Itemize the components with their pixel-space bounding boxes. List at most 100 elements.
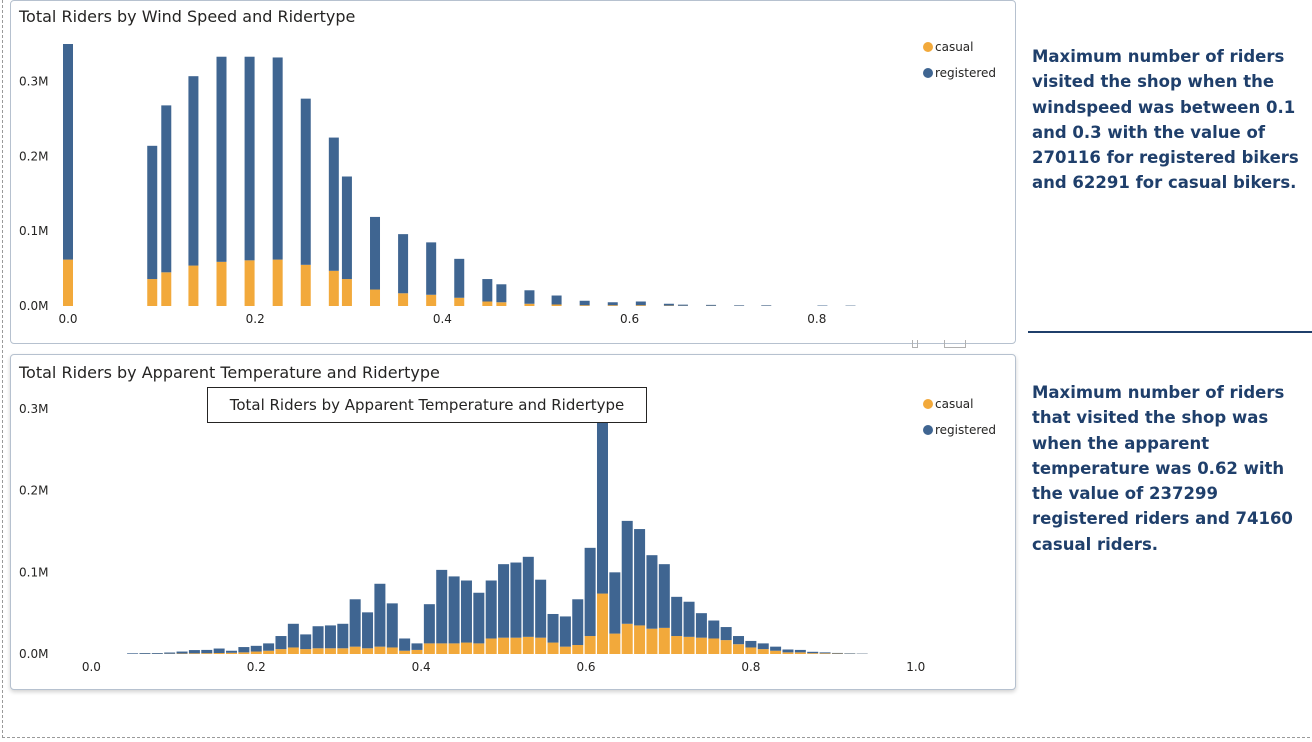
temperature-bar-registered[interactable]	[757, 643, 769, 650]
temperature-bar-registered[interactable]	[275, 636, 287, 650]
temperature-bar-casual[interactable]	[733, 644, 745, 654]
temperature-bar-casual[interactable]	[757, 649, 769, 654]
temperature-bar-casual[interactable]	[448, 643, 460, 654]
temperature-bar-casual[interactable]	[411, 649, 423, 654]
temperature-bar-registered[interactable]	[819, 652, 831, 654]
temperature-bar-registered[interactable]	[300, 634, 312, 650]
temperature-bar-registered[interactable]	[807, 651, 819, 654]
temperature-bar-casual[interactable]	[399, 650, 411, 654]
temperature-bar-registered[interactable]	[127, 653, 139, 654]
temperature-bar-registered[interactable]	[572, 599, 584, 646]
windspeed-bar-registered[interactable]	[579, 300, 590, 306]
temperature-bar-casual[interactable]	[596, 593, 608, 654]
temperature-legend-label-casual[interactable]: casual	[935, 397, 974, 411]
windspeed-bar-registered[interactable]	[482, 279, 493, 302]
temperature-bar-casual[interactable]	[423, 643, 435, 654]
temperature-bar-registered[interactable]	[584, 547, 596, 637]
temperature-bar-registered[interactable]	[151, 653, 163, 654]
temperature-bar-casual[interactable]	[188, 653, 200, 654]
temperature-bar-registered[interactable]	[362, 612, 374, 649]
temperature-bar-registered[interactable]	[263, 643, 275, 651]
windspeed-bar-registered[interactable]	[496, 284, 507, 303]
windspeed-bar-registered[interactable]	[244, 56, 255, 261]
temperature-bar-registered[interactable]	[683, 601, 695, 637]
temperature-bar-registered[interactable]	[658, 564, 670, 628]
temperature-bar-casual[interactable]	[213, 653, 225, 654]
temperature-bar-casual[interactable]	[312, 648, 324, 654]
windspeed-bar-casual[interactable]	[524, 303, 535, 306]
temperature-bar-casual[interactable]	[671, 636, 683, 654]
windspeed-bar-registered[interactable]	[734, 305, 745, 306]
temperature-bar-registered[interactable]	[226, 650, 238, 653]
temperature-bar-registered[interactable]	[337, 623, 349, 649]
temperature-bar-casual[interactable]	[658, 627, 670, 654]
temperature-bar-registered[interactable]	[250, 645, 262, 652]
temperature-bar-casual[interactable]	[547, 642, 559, 654]
windspeed-bar-casual[interactable]	[216, 261, 227, 306]
windspeed-legend-label-casual[interactable]: casual	[935, 40, 974, 54]
temperature-bar-casual[interactable]	[349, 646, 361, 654]
temperature-bar-casual[interactable]	[522, 636, 534, 654]
temperature-bar-registered[interactable]	[213, 648, 225, 654]
windspeed-bar-casual[interactable]	[188, 265, 199, 306]
temperature-bar-casual[interactable]	[473, 643, 485, 654]
temperature-bar-registered[interactable]	[498, 564, 510, 638]
windspeed-bar-registered[interactable]	[147, 145, 158, 280]
temperature-bar-casual[interactable]	[263, 650, 275, 654]
focus-mode-icon[interactable]	[944, 340, 966, 348]
temperature-bar-registered[interactable]	[733, 636, 745, 645]
windspeed-bar-registered[interactable]	[328, 137, 339, 271]
temperature-bar-casual[interactable]	[362, 648, 374, 654]
temperature-bar-casual[interactable]	[782, 652, 794, 654]
windspeed-bar-casual[interactable]	[300, 264, 311, 306]
temperature-legend-label-registered[interactable]: registered	[935, 423, 996, 437]
temperature-bar-casual[interactable]	[238, 652, 250, 654]
temperature-bar-casual[interactable]	[819, 653, 831, 654]
temperature-chart-visual[interactable]: Total Riders by Apparent Temperature and…	[10, 354, 1016, 690]
temperature-bar-casual[interactable]	[535, 637, 547, 654]
temperature-bar-registered[interactable]	[164, 652, 176, 654]
temperature-bar-casual[interactable]	[324, 648, 336, 654]
temperature-bar-casual[interactable]	[794, 652, 806, 654]
temperature-bar-casual[interactable]	[275, 649, 287, 654]
visual-header-icon[interactable]	[912, 340, 918, 348]
temperature-bar-registered[interactable]	[423, 604, 435, 644]
temperature-bar-casual[interactable]	[386, 647, 398, 654]
temperature-bar-casual[interactable]	[621, 623, 633, 654]
windspeed-bar-registered[interactable]	[63, 44, 73, 260]
temperature-bar-registered[interactable]	[473, 592, 485, 644]
temperature-bar-casual[interactable]	[646, 628, 658, 654]
windspeed-bar-registered[interactable]	[272, 57, 283, 260]
windspeed-bar-casual[interactable]	[482, 301, 493, 306]
windspeed-bar-casual[interactable]	[635, 305, 646, 306]
windspeed-bar-casual[interactable]	[272, 259, 283, 306]
windspeed-legend-label-registered[interactable]: registered	[935, 66, 996, 80]
temperature-bar-registered[interactable]	[720, 627, 732, 641]
windspeed-bar-casual[interactable]	[147, 279, 158, 306]
temperature-bar-casual[interactable]	[460, 642, 472, 654]
temperature-bar-casual[interactable]	[250, 651, 262, 654]
temperature-bar-registered[interactable]	[596, 415, 608, 594]
windspeed-bar-casual[interactable]	[244, 260, 255, 306]
windspeed-bar-registered[interactable]	[370, 216, 381, 290]
temperature-bar-casual[interactable]	[807, 653, 819, 654]
windspeed-bar-casual[interactable]	[551, 304, 562, 306]
temperature-bar-casual[interactable]	[485, 638, 497, 654]
temperature-bar-casual[interactable]	[609, 633, 621, 654]
temperature-bar-registered[interactable]	[312, 626, 324, 649]
temperature-bar-registered[interactable]	[535, 579, 547, 638]
temperature-bar-casual[interactable]	[770, 650, 782, 654]
temperature-bar-registered[interactable]	[559, 616, 571, 647]
windspeed-bar-registered[interactable]	[454, 258, 465, 298]
windspeed-bar-casual[interactable]	[341, 279, 352, 306]
temperature-bar-casual[interactable]	[374, 646, 386, 654]
temperature-bar-registered[interactable]	[139, 653, 151, 654]
temperature-bar-registered[interactable]	[770, 646, 782, 651]
temperature-bar-registered[interactable]	[176, 651, 188, 654]
windspeed-bar-casual[interactable]	[63, 259, 73, 306]
windspeed-chart-visual[interactable]: Total Riders by Wind Speed and Ridertype…	[10, 0, 1016, 344]
windspeed-bar-casual[interactable]	[579, 305, 590, 306]
windspeed-bar-registered[interactable]	[551, 295, 562, 305]
windspeed-bar-registered[interactable]	[607, 302, 618, 306]
temperature-bar-registered[interactable]	[411, 643, 423, 650]
